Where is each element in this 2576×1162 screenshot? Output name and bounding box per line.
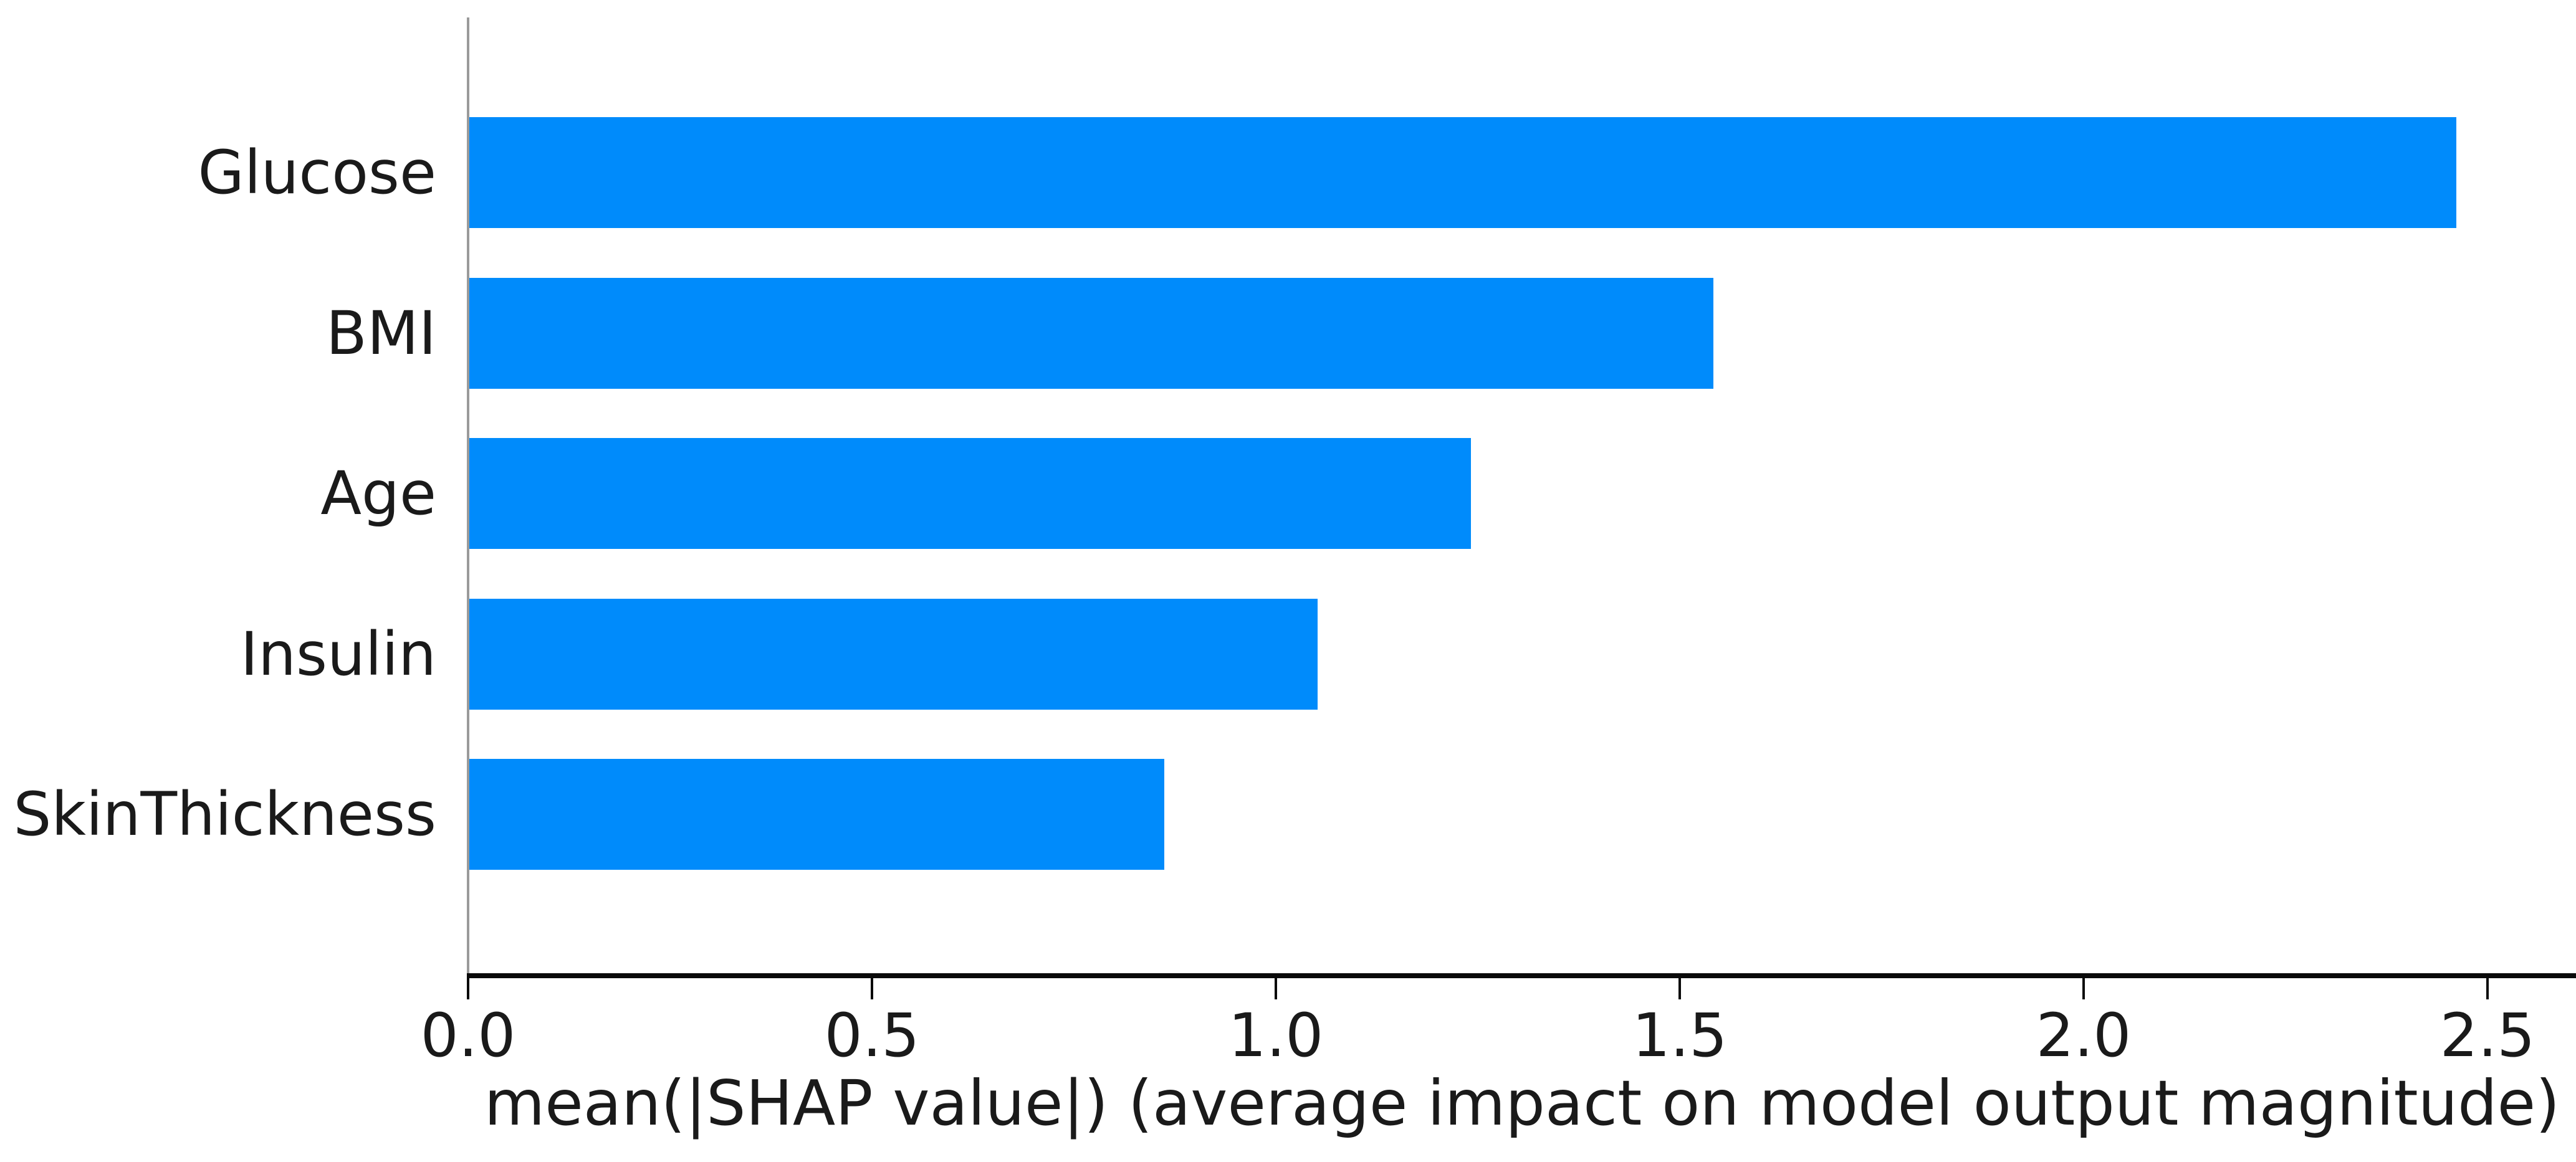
bar-glucose — [469, 117, 2456, 228]
bar-age — [469, 438, 1471, 549]
y-axis-spine — [467, 17, 469, 973]
category-label-glucose: Glucose — [198, 138, 437, 207]
x-tick-mark-1 — [871, 978, 873, 999]
category-label-bmi: BMI — [326, 298, 436, 368]
x-tick-label-0: 0.0 — [420, 1001, 516, 1070]
category-label-skinthickness: SkinThickness — [13, 779, 436, 849]
x-tick-label-5: 2.5 — [2440, 1001, 2535, 1070]
bar-bmi — [469, 278, 1713, 389]
x-tick-mark-0 — [467, 978, 469, 999]
x-tick-mark-5 — [2486, 978, 2489, 999]
x-tick-label-3: 1.5 — [1632, 1001, 1728, 1070]
bar-skinthickness — [469, 759, 1164, 870]
x-tick-mark-2 — [1275, 978, 1277, 999]
x-tick-label-1: 0.5 — [824, 1001, 920, 1070]
x-tick-label-2: 1.0 — [1228, 1001, 1324, 1070]
category-label-insulin: Insulin — [240, 619, 436, 689]
x-tick-mark-3 — [1678, 978, 1681, 999]
x-tick-mark-4 — [2082, 978, 2085, 999]
x-axis-title: mean(|SHAP value|) (average impact on mo… — [484, 1067, 2560, 1140]
x-axis-line — [467, 973, 2576, 978]
category-label-age: Age — [320, 459, 436, 528]
x-tick-label-4: 2.0 — [2036, 1001, 2132, 1070]
bar-insulin — [469, 599, 1318, 710]
